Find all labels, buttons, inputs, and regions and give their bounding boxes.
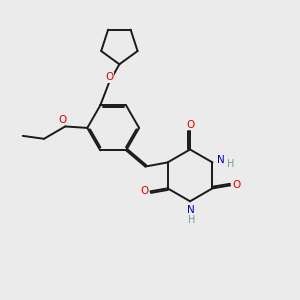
Text: O: O [59, 115, 67, 125]
Text: N: N [218, 155, 225, 165]
Text: O: O [186, 120, 194, 130]
Text: O: O [140, 186, 148, 196]
Text: H: H [188, 214, 195, 225]
Text: N: N [187, 205, 195, 215]
Text: H: H [227, 159, 234, 169]
Text: O: O [105, 72, 113, 82]
Text: O: O [232, 180, 241, 190]
